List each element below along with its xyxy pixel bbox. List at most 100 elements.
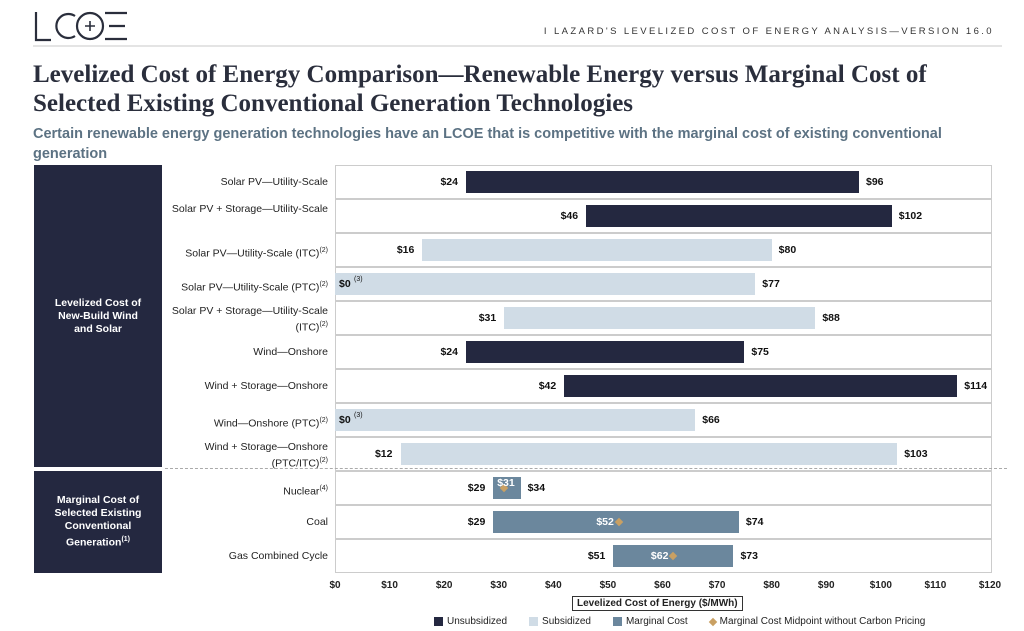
footnote: (2)	[319, 246, 328, 254]
high-value-label: $66	[702, 414, 720, 426]
swatch	[612, 617, 622, 626]
x-tick-label: $30	[490, 580, 508, 591]
row-label: Coal	[168, 516, 328, 529]
low-value-label: $24	[440, 176, 458, 188]
footnote: (2)	[319, 416, 328, 424]
midpoint-label: $62	[650, 550, 669, 562]
lcoe-logo	[34, 11, 127, 42]
x-tick-label: $50	[599, 580, 617, 591]
diamond-icon	[708, 617, 717, 626]
high-value-label: $75	[751, 346, 769, 358]
row-label: Nuclear(4)	[168, 482, 328, 499]
group-label-main: Marginal Cost of Selected Existing Conve…	[54, 494, 142, 549]
row-label: Wind + Storage—Onshore (PTC/ITC)(2)	[168, 441, 328, 471]
x-tick-label: $80	[763, 580, 780, 591]
low-value-label: $51	[587, 550, 606, 562]
x-tick-label: $70	[708, 580, 726, 591]
row-label-text: Gas Combined Cycle	[228, 549, 328, 562]
bar-subsidized	[335, 409, 696, 431]
footnote: (2)	[319, 457, 328, 464]
x-tick-label: $20	[435, 580, 453, 591]
low-value-label: $29	[467, 482, 486, 494]
midpoint-label: $31	[497, 477, 515, 489]
low-value-label: $0	[339, 414, 351, 426]
x-tick-label: $0	[329, 580, 341, 591]
footnote: (3)	[354, 276, 363, 283]
row-label-text: Nuclear	[283, 485, 320, 497]
row-label: Solar PV—Utility-Scale (ITC)(2)	[168, 244, 328, 261]
high-value-label: $114	[964, 380, 988, 392]
row-label-text: Solar PV + Storage—Utility-Scale (ITC)	[171, 305, 328, 334]
group-divider	[165, 468, 1007, 469]
row-label-text: Coal	[306, 515, 328, 528]
x-tick-label: $100	[869, 580, 892, 591]
high-value-label: $96	[866, 176, 884, 188]
row-label-text: Wind + Storage—Onshore (PTC/ITC)	[204, 441, 328, 470]
x-tick-label: $120	[978, 580, 1002, 591]
legend-item-midpoint: Marginal Cost Midpoint without Carbon Pr…	[708, 616, 925, 627]
midpoint-label: $52	[596, 516, 614, 528]
row-label-text: Wind—Onshore (PTC)	[213, 417, 320, 429]
row-label: Wind—Onshore	[168, 346, 328, 359]
bar-subsidized	[335, 273, 756, 295]
chart-row	[335, 301, 992, 335]
group-label-marginal: Marginal Cost of Selected Existing Conve…	[34, 471, 162, 573]
low-value-label: $16	[396, 244, 415, 256]
legend-label: Unsubsidized	[447, 616, 508, 627]
legend-item-subsidized: Subsidized	[529, 616, 591, 627]
swatch	[529, 617, 539, 626]
x-tick-label: $110	[924, 580, 947, 591]
group-label-text: Marginal Cost of Selected Existing Conve…	[48, 494, 148, 550]
row-label-text: Wind + Storage—Onshore	[204, 379, 328, 392]
x-tick-label: $90	[817, 580, 835, 591]
bar-unsubsidized	[466, 341, 745, 363]
row-label: Solar PV + Storage—Utility-Scale (ITC)(2…	[168, 305, 328, 335]
bar-subsidized	[400, 443, 898, 465]
footnote: (3)	[354, 412, 363, 419]
page-title: Levelized Cost of Energy Comparison—Rene…	[33, 61, 927, 117]
row-label-text: Solar PV + Storage—Utility-Scale	[171, 203, 328, 215]
low-value-label: $46	[560, 210, 579, 222]
footnote: (4)	[319, 484, 328, 492]
legend-label: Marginal Cost	[625, 616, 688, 627]
bar-subsidized	[422, 239, 772, 261]
group-label-new-build: Levelized Cost of New-Build Wind and Sol…	[34, 165, 162, 467]
high-value-label: $103	[904, 448, 928, 460]
low-value-label: $31	[478, 312, 497, 324]
legend: Unsubsidized Subsidized Marginal Cost Ma…	[434, 616, 925, 627]
low-value-label: $0	[339, 278, 351, 290]
chart-row	[335, 471, 992, 505]
row-label: Solar PV—Utility-Scale (PTC)(2)	[168, 278, 328, 295]
high-value-label: $102	[898, 210, 923, 222]
low-value-label: $24	[440, 346, 458, 358]
swatch	[434, 617, 443, 626]
section-header: I LAZARD'S LEVELIZED COST OF ENERGY ANAL…	[543, 26, 994, 37]
bar-unsubsidized	[564, 375, 958, 397]
group-label-text: Levelized Cost of New-Build Wind and Sol…	[54, 296, 142, 335]
row-label: Wind—Onshore (PTC)(2)	[168, 414, 328, 431]
row-label: Solar PV—Utility-Scale	[168, 176, 328, 189]
footnote: (2)	[319, 321, 328, 328]
header-divider	[33, 45, 1002, 47]
x-tick-label: $40	[544, 580, 562, 591]
low-value-label: $12	[374, 448, 393, 460]
bar-unsubsidized	[466, 171, 859, 193]
row-label-text: Wind—Onshore	[253, 345, 328, 358]
row-label-text: Solar PV—Utility-Scale (PTC)	[181, 281, 320, 293]
legend-item-unsubsidized: Unsubsidized	[434, 616, 507, 627]
high-value-label: $77	[762, 278, 780, 290]
row-label: Gas Combined Cycle	[168, 550, 328, 563]
legend-item-marginal: Marginal Cost	[612, 616, 688, 627]
bar-unsubsidized	[586, 205, 892, 227]
footnote: (2)	[319, 280, 328, 288]
high-value-label: $73	[740, 550, 758, 562]
high-value-label: $34	[527, 482, 546, 494]
low-value-label: $42	[538, 380, 557, 392]
row-label: Solar PV + Storage—Utility-Scale	[168, 203, 328, 216]
bar-subsidized	[504, 307, 816, 329]
x-tick-label: $60	[654, 580, 671, 591]
low-value-label: $29	[467, 516, 486, 528]
x-axis-label: Levelized Cost of Energy ($/MWh)	[572, 596, 743, 611]
row-label-text: Solar PV—Utility-Scale	[220, 175, 328, 188]
page-subtitle: Certain renewable energy generation tech…	[33, 126, 942, 162]
